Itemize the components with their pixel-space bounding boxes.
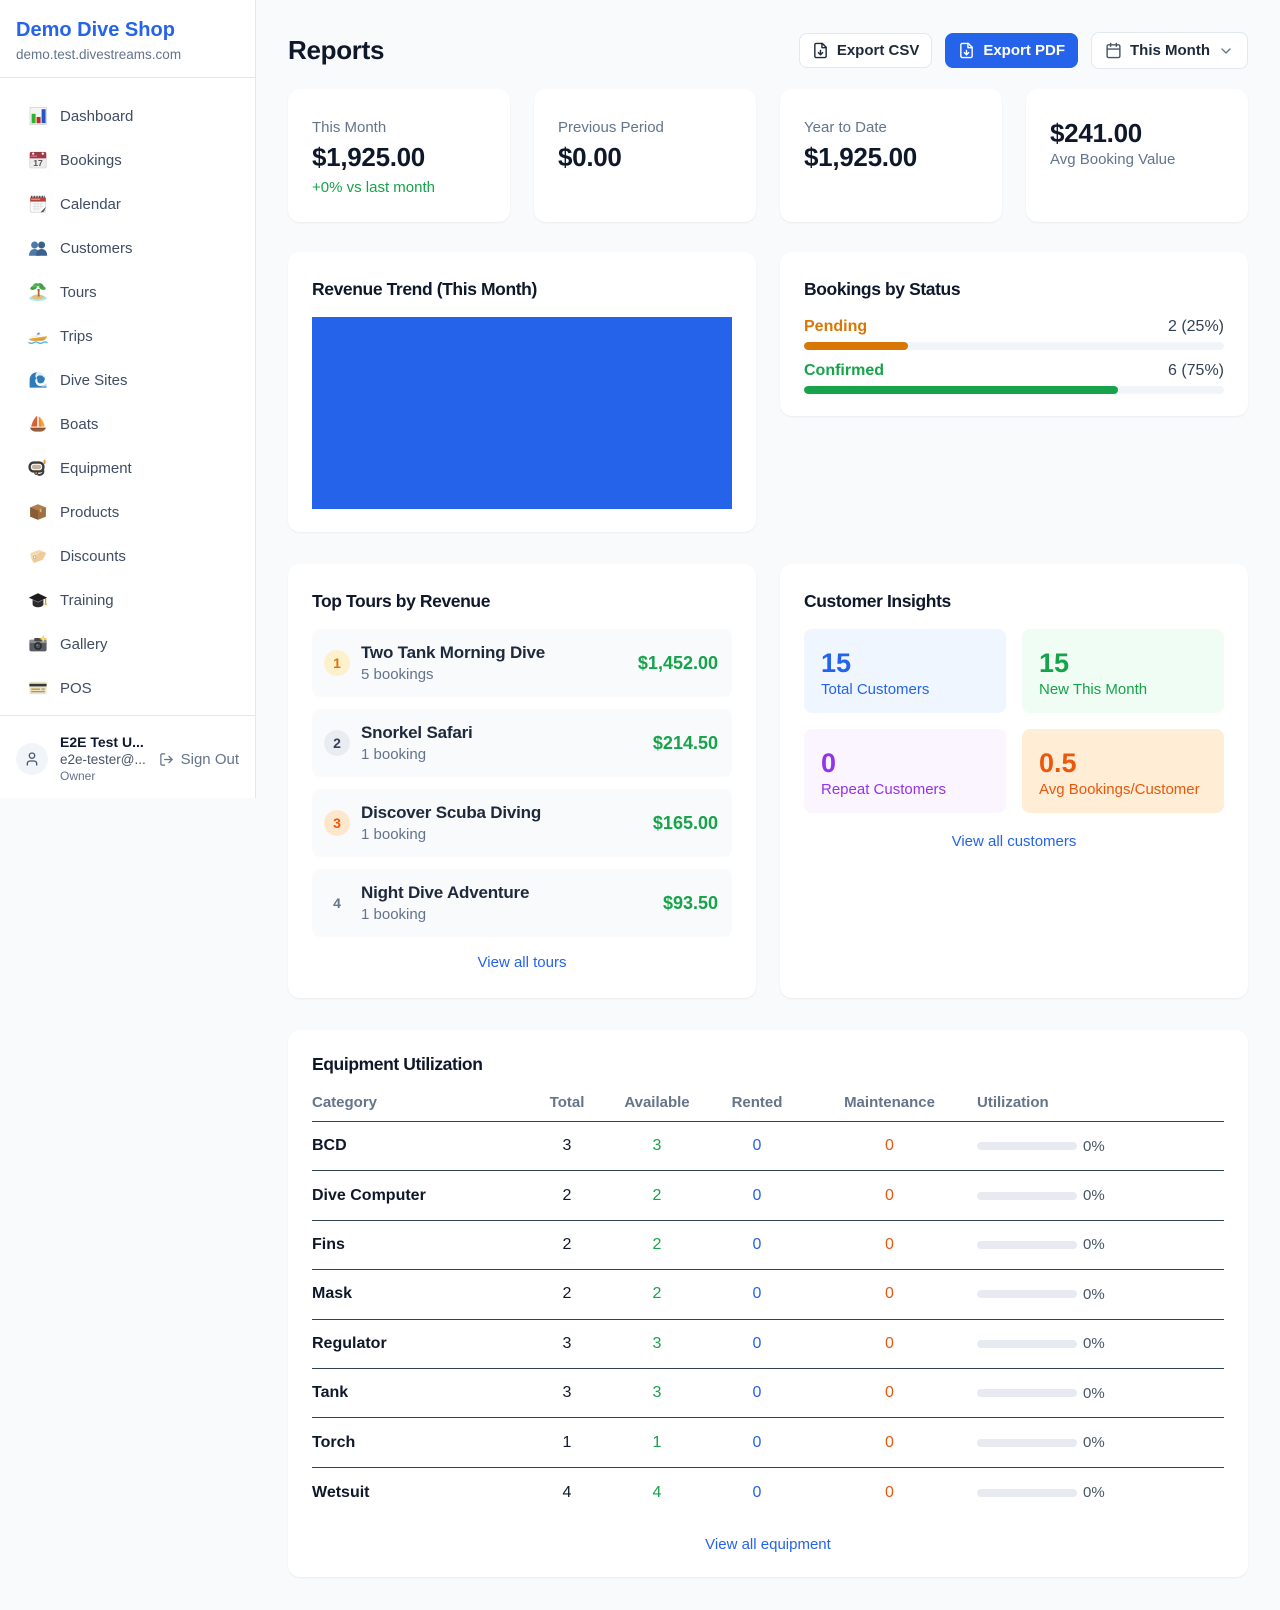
svg-text:17: 17: [33, 158, 43, 168]
